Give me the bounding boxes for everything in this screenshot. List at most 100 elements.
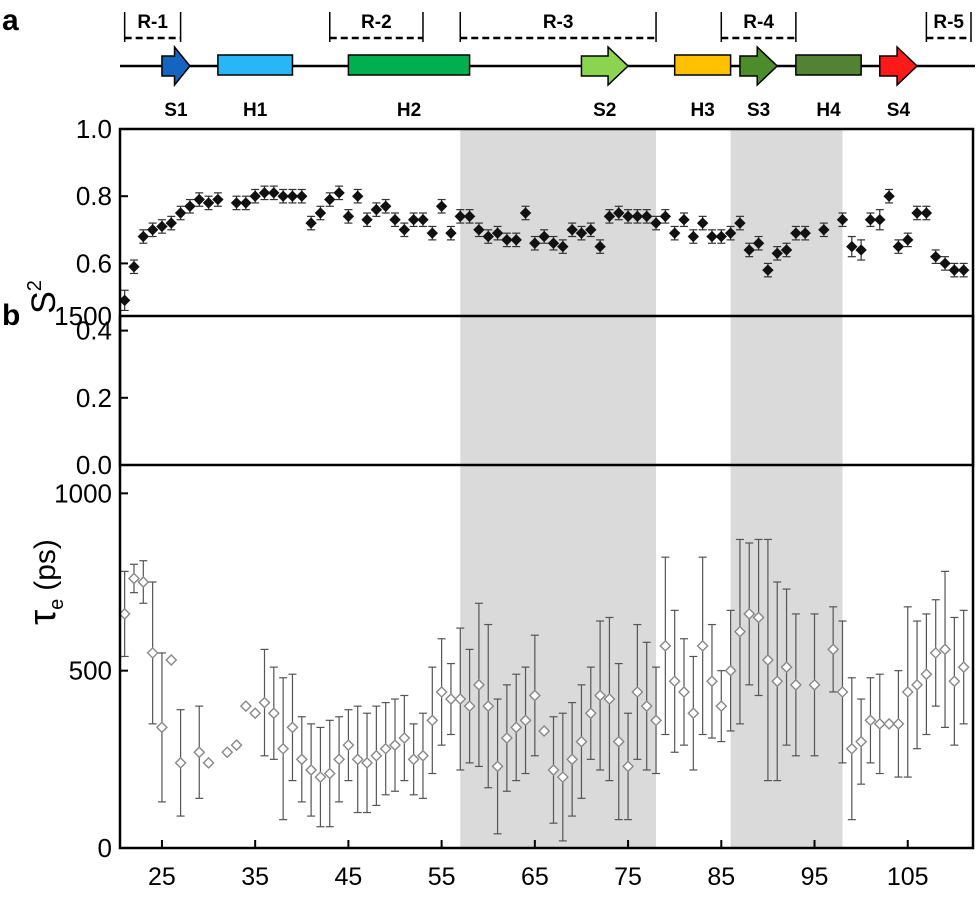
panel-b-data-point	[892, 670, 905, 778]
panel-b-y-tick-label: 500	[69, 656, 112, 686]
panel-a-data-point	[668, 225, 681, 241]
structure-element-label: S1	[164, 100, 188, 121]
panel-b-data-point	[267, 666, 280, 760]
panel-b-data-point	[314, 726, 327, 828]
panel-a-data-point	[482, 229, 494, 244]
panel-b-data-point	[594, 620, 607, 771]
strand-s1: S1	[161, 44, 191, 121]
panel-a-data-point	[118, 289, 131, 312]
panel-a-data-point	[575, 225, 588, 241]
panel-a-data-point	[547, 235, 560, 251]
panel-b-y-tick-label: 1000	[54, 478, 112, 508]
panel-a-data-point	[892, 239, 905, 254]
panel-b-data-point	[146, 581, 159, 725]
panel-b-data-point	[444, 662, 457, 736]
panel-a-data-point	[696, 215, 709, 231]
panel-b-data-point	[230, 739, 243, 752]
panel-a-data-point	[594, 239, 606, 254]
panel-b-data-point	[612, 662, 625, 821]
panel-b-data-point	[733, 538, 746, 725]
panel-b-data-point	[752, 538, 765, 697]
panel-a-y-tick-label: 1.0	[76, 114, 112, 144]
panel-b-data-point	[771, 581, 784, 782]
panel-a-data-point	[305, 215, 317, 231]
panel-a-data-point	[463, 209, 476, 224]
secondary-structure-topology: R-1 R-2 R-3 R-4 R-5 S1 H1 H2 S2 H3 S3 H4 S4	[120, 12, 975, 121]
region-bracket-r-3: R-3	[459, 12, 657, 42]
panel-b-data-point	[883, 717, 896, 730]
structure-element-label: S2	[593, 100, 616, 121]
panel-b-data-point	[789, 613, 802, 757]
panel-b-data-point	[202, 756, 215, 769]
panel-a-data-point	[296, 188, 308, 204]
panel-b-data-point	[351, 705, 364, 814]
panel-a-data-point	[146, 222, 159, 238]
panel-b-data-point	[221, 746, 234, 759]
panel-b-data-point	[659, 556, 672, 736]
panel-b-data-point	[472, 602, 485, 768]
panel-b-data-point	[323, 719, 336, 828]
panel-a-data-point	[445, 225, 457, 241]
panel-b-data-point	[193, 705, 206, 799]
panel-b-data-point	[435, 638, 448, 746]
panel-a-data-point	[874, 209, 886, 231]
panel-a-data-point	[519, 205, 532, 221]
panel-a-order-parameter-plot: 0.0 0.2 0.4 0.6 0.8 1.0 S2	[24, 114, 975, 480]
panel-b-data-point	[566, 701, 579, 817]
strand-s4: S4	[879, 45, 919, 121]
panel-a-data-point	[631, 209, 644, 224]
panel-a-data-point	[184, 198, 196, 214]
panel-b-data-point	[556, 712, 569, 842]
x-tick-label: 95	[801, 863, 829, 891]
panel-b-data-point	[836, 620, 849, 764]
panel-a-data-point	[780, 242, 793, 258]
region-label: R-2	[361, 12, 392, 33]
panel-b-data-point	[715, 670, 728, 743]
panel-b-data-point	[705, 623, 718, 739]
panel-b-data-point	[510, 673, 523, 782]
panel-a-data-point	[501, 232, 513, 248]
panel-a-data-point	[771, 246, 783, 261]
panel-a-data-point	[585, 222, 597, 238]
panel-b-data-point	[361, 712, 374, 814]
panel-b-series	[118, 538, 970, 842]
panel-b-data-point	[305, 723, 318, 817]
panel-b-data-point	[547, 716, 560, 824]
panel-a-data-point	[836, 212, 849, 228]
panel-a-data-point	[202, 195, 215, 211]
panel-a-data-point	[948, 262, 961, 278]
panel-a-y-axis: 0.0 0.2 0.4 0.6 0.8 1.0	[76, 114, 128, 480]
panel-a-data-point	[258, 185, 271, 201]
helix-h4: H4	[795, 54, 862, 121]
panel-b-y-tick-label: 0	[98, 833, 112, 863]
panel-b-data-point	[957, 609, 970, 725]
panel-a-data-point	[920, 205, 933, 221]
x-tick-label: 85	[707, 863, 735, 891]
panel-b-correlation-time-plot: 0 500 1000 1500 τe(ps) 25 35 45 55 65 75 85 95 105	[22, 301, 975, 891]
panel-a-data-point	[165, 215, 177, 231]
panel-b-data-point	[239, 700, 252, 713]
panel-a-data-point	[799, 225, 811, 241]
panel-b-data-point	[603, 616, 616, 782]
panel-a-data-point	[734, 215, 746, 231]
panel-a-data-point	[128, 259, 140, 275]
panel-b-data-point	[333, 716, 346, 803]
panel-label-b: b	[2, 299, 20, 332]
panel-b-data-point	[761, 538, 774, 782]
x-tick-label: 105	[887, 863, 929, 891]
panel-a-data-point	[314, 205, 327, 221]
panel-b-data-point	[678, 638, 690, 746]
strand-s2: S2	[580, 45, 630, 121]
panel-a-data-point	[370, 202, 383, 217]
panel-b-data-point	[491, 698, 504, 835]
panel-a-data-point	[174, 205, 187, 221]
region-label: R-5	[933, 12, 964, 33]
panel-a-y-tick-label: 0.0	[76, 450, 112, 480]
panel-b-data-point	[743, 542, 756, 686]
panel-b-data-point	[696, 556, 709, 736]
panel-b-data-point	[911, 620, 924, 750]
panel-a-y-tick-label: 0.2	[76, 383, 112, 413]
region-bracket-r-5: R-5	[925, 12, 972, 42]
panel-b-data-point	[640, 641, 653, 771]
